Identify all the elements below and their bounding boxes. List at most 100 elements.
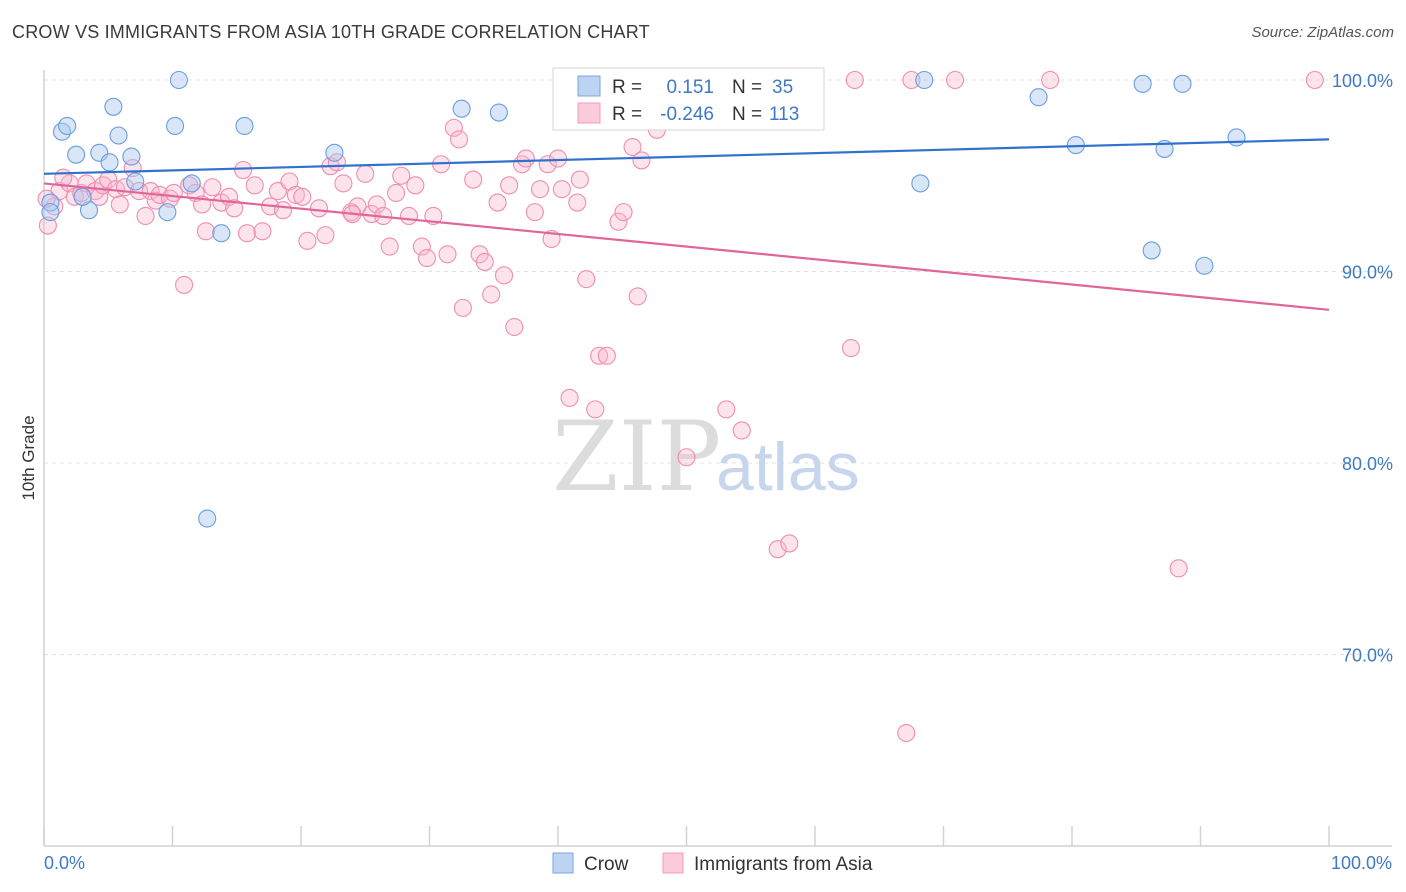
asia-trend-line (43, 182, 1330, 311)
asia-point (225, 199, 244, 218)
asia-point (406, 176, 425, 195)
crow-point (212, 224, 231, 243)
asia-point (632, 151, 651, 170)
legend-crow-r-label: R = (612, 77, 642, 98)
asia-point (380, 237, 399, 256)
asia-point (1305, 70, 1324, 90)
crow-point (122, 147, 141, 166)
asia-point (438, 245, 457, 264)
crow-point (235, 116, 254, 136)
y-tick-label-100: 100.0% (1332, 71, 1393, 91)
watermark-zip: ZIP (552, 401, 721, 513)
legend-crow-n-value: 35 (772, 77, 793, 98)
x-tick-label-max: 100.0% (1331, 853, 1392, 873)
crow-point (1029, 88, 1048, 107)
asia-point (475, 252, 494, 271)
asia-point (717, 400, 736, 419)
asia-point (164, 183, 183, 203)
asia-point (552, 180, 571, 199)
asia-point (586, 400, 605, 419)
y-axis-title: 10th Grade (19, 415, 38, 500)
legend-asia-n-value: 113 (769, 104, 799, 125)
crow-point (325, 143, 344, 162)
asia-point (548, 149, 568, 168)
bottom-legend-swatch-asia (662, 852, 684, 874)
asia-point (245, 176, 264, 195)
bottom-legend: Crow Immigrants from Asia (552, 852, 873, 875)
crow-point (169, 70, 188, 90)
asia-point (253, 222, 272, 241)
asia-point (482, 285, 501, 304)
asia-point (494, 266, 514, 285)
crow-point (67, 145, 86, 164)
bottom-legend-swatch-crow (552, 852, 574, 874)
asia-point (38, 216, 57, 235)
asia-point (597, 346, 616, 365)
asia-point (780, 534, 799, 553)
asia-point (464, 170, 483, 189)
asia-point (417, 249, 436, 268)
crow-point (1142, 241, 1161, 260)
asia-point (590, 346, 609, 365)
asia-point (136, 206, 155, 226)
asia-point (488, 193, 507, 212)
crow-point (489, 103, 508, 122)
asia-point (1169, 559, 1188, 578)
asia-point (298, 231, 317, 250)
crow-point (58, 116, 77, 136)
stats-legend: R = 0.151 N = 35 R = -0.246 N = 113 (552, 67, 825, 131)
asia-point (845, 70, 864, 90)
x-tick-label-min: 0.0% (44, 853, 85, 873)
asia-point (334, 174, 353, 193)
crow-point (73, 187, 92, 206)
bottom-legend-crow-label: Crow (584, 854, 629, 875)
y-tick-label-90: 90.0% (1342, 263, 1393, 283)
asia-point (897, 723, 916, 743)
asia-point (54, 168, 73, 187)
legend-asia-r-value: -0.246 (660, 104, 714, 125)
source-label: Source: ZipAtlas.com (1251, 24, 1394, 41)
crow-point (1227, 128, 1246, 147)
series-crow-points (41, 70, 1246, 528)
asia-point (175, 275, 194, 294)
asia-point (609, 212, 628, 231)
crow-point (915, 70, 934, 90)
asia-point (237, 224, 257, 243)
asia-point (623, 137, 642, 157)
asia-point (392, 166, 411, 185)
asia-point (399, 206, 418, 226)
x-axis-ticks (43, 826, 1330, 846)
y-tick-labels: 70.0% 80.0% 90.0% 100.0% (1332, 71, 1393, 666)
legend-crow-n-label: N = (732, 77, 762, 98)
asia-point (677, 448, 696, 467)
asia-point (367, 195, 386, 214)
legend-swatch-crow (577, 75, 601, 97)
crow-point (158, 203, 177, 222)
asia-point (560, 388, 579, 407)
crow-point (100, 153, 119, 172)
asia-point (732, 421, 751, 440)
asia-point (387, 183, 406, 203)
asia-point (902, 70, 921, 90)
crow-point (1173, 74, 1192, 93)
asia-point (577, 270, 596, 289)
asia-point (196, 222, 215, 241)
asia-point (286, 185, 305, 204)
asia-point (614, 203, 633, 222)
asia-point (516, 149, 535, 168)
series-asia-points (37, 70, 1324, 743)
asia-point (1041, 70, 1060, 90)
legend-crow-r-value: 0.151 (666, 77, 714, 98)
asia-point (412, 237, 431, 256)
crow-point (452, 99, 471, 118)
asia-point (450, 130, 469, 149)
crow-point (104, 97, 123, 116)
asia-point (203, 178, 222, 197)
crow-point (182, 174, 201, 193)
crow-point (109, 126, 128, 145)
asia-point (628, 287, 647, 306)
crow-point (198, 509, 217, 528)
chart-title: CROW VS IMMIGRANTS FROM ASIA 10TH GRADE … (12, 22, 650, 42)
crow-point (911, 174, 930, 193)
